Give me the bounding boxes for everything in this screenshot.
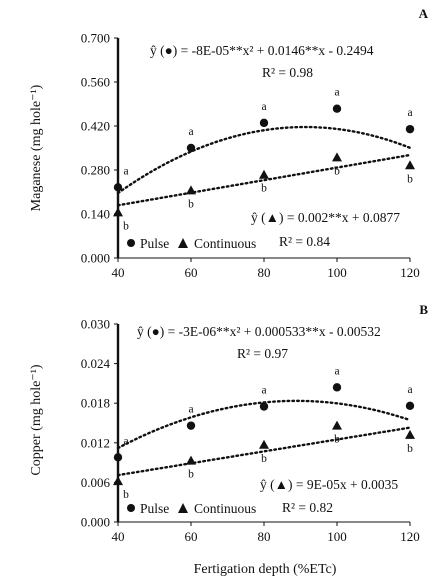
continuous-point [113, 476, 123, 486]
panel-b-label: B [419, 302, 428, 317]
y-tick-label: 0.140 [81, 207, 110, 222]
continuous-point [259, 169, 269, 179]
panel-b-markers [113, 383, 415, 486]
panel-b-legend: Pulse Continuous [127, 501, 256, 516]
pulse-point [186, 143, 196, 153]
x-tick-label: 60 [185, 529, 198, 544]
y-tick-label: 0.280 [81, 163, 110, 178]
y-tick-label: 0.030 [81, 317, 110, 332]
pulse-point [259, 118, 269, 128]
significance-letter: a [188, 126, 193, 138]
x-tick-label: 40 [112, 265, 125, 280]
panel-b-continuous-r2: R² = 0.82 [282, 500, 333, 515]
pulse-point [186, 421, 196, 430]
x-tick-label: 60 [185, 265, 198, 280]
significance-letter: b [123, 220, 129, 232]
panel-a-legend-pulse-marker [127, 239, 135, 247]
x-tick-label: 100 [327, 265, 347, 280]
pulse-point [332, 383, 342, 392]
continuous-point [186, 455, 196, 465]
fit-line-pulse [116, 125, 412, 195]
continuous-point [405, 429, 415, 439]
panel-a-fit-lines [116, 125, 412, 207]
panel-b-continuous-equation: ŷ (▲) = 9E-05x + 0.0035 [260, 477, 398, 492]
y-tick-label: 0.024 [81, 356, 111, 371]
significance-letter: b [334, 165, 340, 177]
significance-letter: b [261, 453, 267, 465]
significance-letter: b [407, 443, 413, 455]
significance-letter: b [334, 434, 340, 446]
panel-a-legend-pulse-label: Pulse [140, 236, 169, 251]
continuous-point [405, 160, 415, 170]
panel-a-continuous-r2: R² = 0.84 [279, 234, 330, 249]
significance-letter: b [123, 489, 129, 501]
panel-b-legend-continuous-label: Continuous [194, 501, 256, 516]
panel-a-legend-continuous-label: Continuous [194, 236, 256, 251]
panel-b-legend-pulse-label: Pulse [140, 501, 169, 516]
continuous-point [259, 439, 269, 449]
x-axis-title: Fertigation depth (%ETc) [194, 562, 337, 577]
panel-b-ticks: 0.000 0.006 0.012 0.018 0.024 0.030 40 60 80 100 1… [81, 317, 420, 545]
significance-letter: b [188, 469, 194, 481]
pulse-point [405, 124, 415, 134]
continuous-point [186, 185, 196, 195]
significance-letter: a [261, 101, 266, 113]
y-tick-label: 0.700 [81, 31, 110, 46]
x-tick-label: 40 [112, 529, 125, 544]
panel-a-markers [113, 104, 415, 217]
panel-a-continuous-equation: ŷ (▲) = 0.002**x + 0.0877 [251, 210, 400, 225]
significance-letter: b [407, 173, 413, 185]
panel-b: B 0.000 0.006 0.012 0.018 0.024 0.030 40 60 80 10… [29, 302, 428, 577]
panel-b-legend-pulse-marker [127, 504, 135, 512]
y-tick-label: 0.006 [81, 475, 111, 490]
x-tick-label: 120 [400, 265, 420, 280]
y-tick-label: 0.420 [81, 119, 110, 134]
pulse-point [259, 402, 269, 411]
panel-b-significance-letters: a a a a a b b b b b [123, 365, 413, 501]
y-tick-label: 0.000 [81, 515, 110, 530]
y-tick-label: 0.000 [81, 251, 110, 266]
y-tick-label: 0.560 [81, 75, 110, 90]
significance-letter: a [188, 404, 193, 416]
panel-a-y-axis-title: Maganese (mg hole⁻¹) [29, 84, 44, 211]
panel-a-legend-continuous-marker [178, 238, 188, 248]
panel-b-pulse-r2: R² = 0.97 [237, 346, 288, 361]
panel-a-legend: Pulse Continuous [127, 236, 256, 251]
panel-b-legend-continuous-marker [178, 503, 188, 513]
x-tick-label: 100 [327, 529, 347, 544]
pulse-point [332, 104, 342, 113]
significance-letter: a [123, 165, 128, 177]
fit-line-continuous [116, 426, 412, 477]
panel-a-pulse-equation: ŷ (●) = -8E-05**x² + 0.0146**x - 0.2494 [150, 43, 374, 58]
panel-a-label: A [419, 6, 429, 21]
significance-letter: a [334, 87, 339, 99]
panel-b-pulse-equation: ŷ (●) = -3E-06**x² + 0.000533**x - 0.005… [137, 324, 381, 339]
panel-a: A 0.000 0.140 0.280 0.420 0.560 0.700 40 60 80 10… [29, 6, 429, 280]
panel-b-y-axis-title: Copper (mg hole⁻¹) [29, 364, 44, 475]
y-tick-label: 0.018 [81, 396, 110, 411]
panel-a-ticks: 0.000 0.140 0.280 0.420 0.560 0.700 40 60 80 100 1… [81, 31, 420, 281]
pulse-point [113, 453, 123, 462]
x-tick-label: 120 [400, 529, 420, 544]
significance-letter: b [188, 198, 194, 210]
significance-letter: a [334, 365, 339, 377]
significance-letter: a [123, 435, 128, 447]
fit-line-continuous [116, 153, 412, 207]
significance-letter: a [407, 384, 412, 396]
significance-letter: b [261, 183, 267, 195]
panel-a-significance-letters: a a a a a b b b b b [123, 87, 413, 233]
y-tick-label: 0.012 [81, 435, 110, 450]
significance-letter: a [407, 107, 412, 119]
continuous-point [332, 152, 342, 162]
pulse-point [405, 401, 415, 411]
significance-letter: a [261, 385, 266, 397]
continuous-point [332, 420, 342, 430]
continuous-point [113, 207, 123, 217]
x-tick-label: 80 [258, 265, 271, 280]
pulse-point [113, 183, 123, 192]
panel-a-pulse-r2: R² = 0.98 [262, 65, 313, 80]
x-tick-label: 80 [258, 529, 271, 544]
